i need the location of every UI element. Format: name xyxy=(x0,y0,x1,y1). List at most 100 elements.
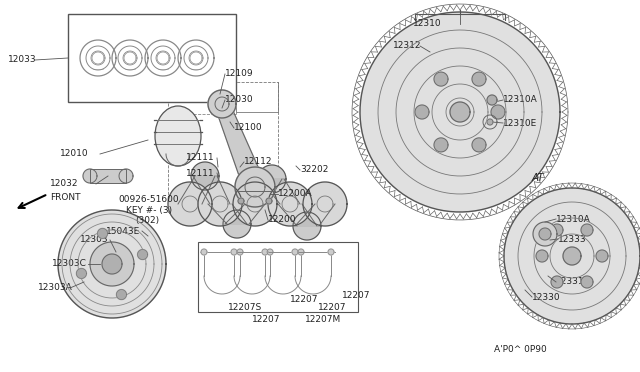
Text: 12200: 12200 xyxy=(268,215,296,224)
Polygon shape xyxy=(157,52,169,64)
Bar xyxy=(90,169,126,183)
Polygon shape xyxy=(328,249,334,255)
Text: (302): (302) xyxy=(135,217,159,225)
Polygon shape xyxy=(58,210,166,318)
Text: 32202: 32202 xyxy=(300,166,328,174)
Bar xyxy=(198,242,358,312)
Polygon shape xyxy=(208,90,236,118)
Polygon shape xyxy=(223,210,251,238)
Text: 12033: 12033 xyxy=(8,55,36,64)
Polygon shape xyxy=(504,188,640,324)
Polygon shape xyxy=(352,4,568,220)
Text: 12207M: 12207M xyxy=(305,314,341,324)
Text: 00926-51600: 00926-51600 xyxy=(118,195,179,203)
Polygon shape xyxy=(116,289,127,299)
Polygon shape xyxy=(198,182,242,226)
Polygon shape xyxy=(138,250,148,260)
Bar xyxy=(68,14,236,102)
Text: 12312: 12312 xyxy=(393,42,422,51)
Text: 12030: 12030 xyxy=(225,96,253,105)
Text: 12330: 12330 xyxy=(532,292,561,301)
Text: 12310A: 12310A xyxy=(556,215,591,224)
Polygon shape xyxy=(298,249,304,255)
Text: 12310: 12310 xyxy=(413,19,442,29)
Text: FRONT: FRONT xyxy=(50,193,81,202)
Text: 12032: 12032 xyxy=(50,180,79,189)
Polygon shape xyxy=(499,183,640,329)
Polygon shape xyxy=(76,269,86,279)
Polygon shape xyxy=(178,176,215,204)
Polygon shape xyxy=(266,198,272,204)
Polygon shape xyxy=(539,228,551,240)
Text: 12010: 12010 xyxy=(60,150,88,158)
Polygon shape xyxy=(102,254,122,274)
Polygon shape xyxy=(208,204,247,224)
Polygon shape xyxy=(191,162,219,190)
Polygon shape xyxy=(260,179,300,204)
Polygon shape xyxy=(258,165,286,193)
Polygon shape xyxy=(97,228,108,238)
Polygon shape xyxy=(581,224,593,236)
Polygon shape xyxy=(168,182,212,226)
Text: KEY #- (3): KEY #- (3) xyxy=(126,205,172,215)
Polygon shape xyxy=(243,179,282,204)
Polygon shape xyxy=(472,72,486,86)
Polygon shape xyxy=(292,249,298,255)
Polygon shape xyxy=(450,102,470,122)
Polygon shape xyxy=(487,119,493,125)
Text: 12207: 12207 xyxy=(252,314,280,324)
Text: 12111: 12111 xyxy=(186,154,214,163)
Polygon shape xyxy=(551,224,563,236)
Polygon shape xyxy=(124,52,136,64)
Text: 12112: 12112 xyxy=(244,157,273,167)
Polygon shape xyxy=(92,52,104,64)
Text: 15043E: 15043E xyxy=(106,227,140,235)
Text: 12207: 12207 xyxy=(342,292,371,301)
Polygon shape xyxy=(231,249,237,255)
Polygon shape xyxy=(293,212,321,240)
Polygon shape xyxy=(238,198,244,204)
Polygon shape xyxy=(596,250,608,262)
Text: 12310A: 12310A xyxy=(503,96,538,105)
Text: 12207: 12207 xyxy=(318,304,346,312)
Text: 12200A: 12200A xyxy=(278,189,312,199)
Text: 12111: 12111 xyxy=(186,169,214,177)
Text: AT: AT xyxy=(532,173,545,183)
Text: 12310E: 12310E xyxy=(503,119,537,128)
Polygon shape xyxy=(533,222,557,246)
Polygon shape xyxy=(90,242,134,286)
Polygon shape xyxy=(237,249,243,255)
Polygon shape xyxy=(193,176,230,204)
Polygon shape xyxy=(214,104,267,187)
Text: 12331: 12331 xyxy=(556,278,584,286)
Polygon shape xyxy=(491,105,505,119)
Text: 12207: 12207 xyxy=(290,295,319,305)
Text: 12303A: 12303A xyxy=(38,283,73,292)
Polygon shape xyxy=(225,204,265,224)
Polygon shape xyxy=(233,182,277,226)
Polygon shape xyxy=(563,247,581,265)
Polygon shape xyxy=(190,52,202,64)
Polygon shape xyxy=(83,169,97,183)
Bar xyxy=(168,82,278,212)
Polygon shape xyxy=(434,72,448,86)
Text: 12303: 12303 xyxy=(80,235,109,244)
Polygon shape xyxy=(303,182,347,226)
Polygon shape xyxy=(201,249,207,255)
Polygon shape xyxy=(472,138,486,152)
Polygon shape xyxy=(551,276,563,288)
Text: 12207S: 12207S xyxy=(228,304,262,312)
Polygon shape xyxy=(262,249,268,255)
Text: A'P0^ 0P90: A'P0^ 0P90 xyxy=(494,346,547,355)
Polygon shape xyxy=(487,95,497,105)
Polygon shape xyxy=(235,167,275,207)
Text: 12333: 12333 xyxy=(558,234,587,244)
Polygon shape xyxy=(434,138,448,152)
Polygon shape xyxy=(267,249,273,255)
Polygon shape xyxy=(295,204,335,226)
Polygon shape xyxy=(268,182,312,226)
Text: 12109: 12109 xyxy=(225,70,253,78)
Text: 12303C: 12303C xyxy=(52,260,87,269)
Polygon shape xyxy=(278,204,317,226)
Polygon shape xyxy=(415,105,429,119)
